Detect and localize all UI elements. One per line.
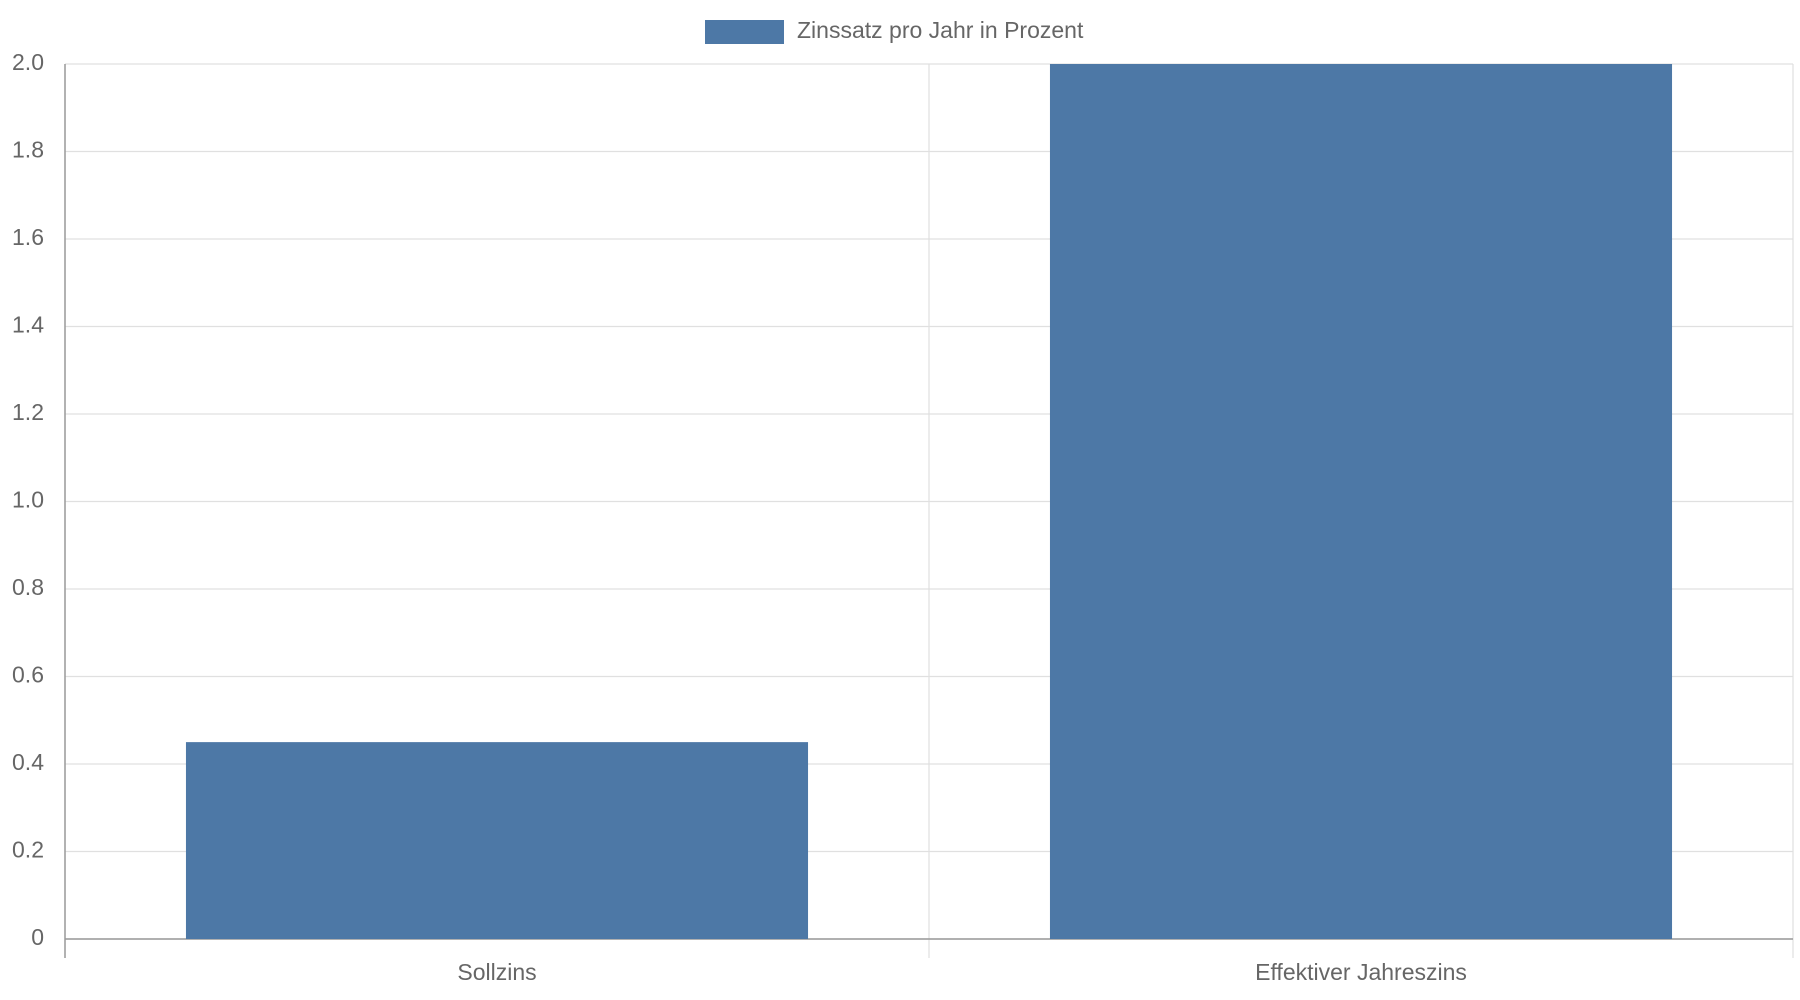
legend-swatch bbox=[705, 20, 784, 44]
y-tick-label: 2.0 bbox=[12, 49, 44, 75]
legend-label: Zinssatz pro Jahr in Prozent bbox=[797, 17, 1084, 43]
y-tick-label: 1.8 bbox=[12, 137, 44, 163]
y-tick-label: 0.4 bbox=[12, 749, 44, 775]
y-tick-label: 1.2 bbox=[12, 399, 44, 425]
y-tick-label: 0.6 bbox=[12, 662, 44, 688]
x-tick-label: Sollzins bbox=[457, 959, 536, 985]
x-tick-label: Effektiver Jahreszins bbox=[1255, 959, 1467, 985]
bar bbox=[1049, 64, 1673, 939]
y-tick-label: 0 bbox=[31, 924, 44, 950]
bar bbox=[185, 742, 809, 939]
y-tick-label: 1.6 bbox=[12, 224, 44, 250]
y-tick-label: 1.0 bbox=[12, 487, 44, 513]
y-tick-label: 0.8 bbox=[12, 574, 44, 600]
y-tick-label: 1.4 bbox=[12, 312, 44, 338]
y-tick-label: 0.2 bbox=[12, 837, 44, 863]
